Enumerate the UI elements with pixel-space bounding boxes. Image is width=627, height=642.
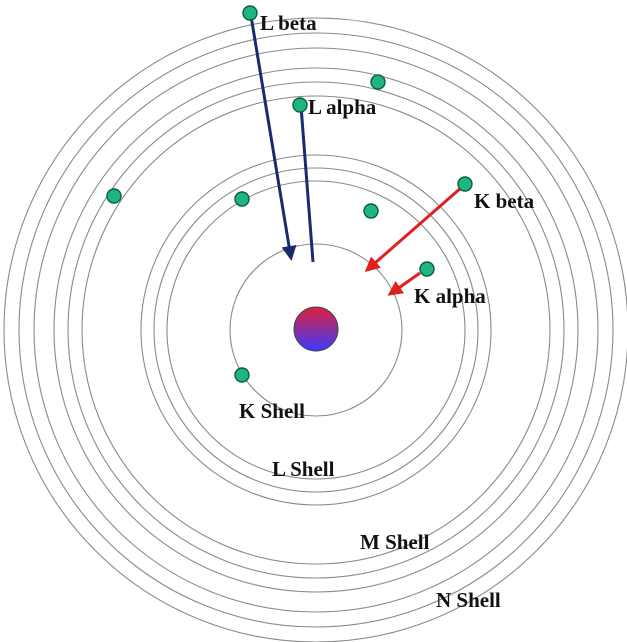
electron-m-shell-right	[457, 176, 473, 192]
l-shell-label: L Shell	[272, 457, 335, 481]
l-shell-ring-inner	[166, 180, 466, 480]
electron-m-shell-top-right	[370, 74, 386, 90]
l-shell-ring-middle	[153, 167, 479, 493]
n-shell-ring-middle	[18, 32, 614, 628]
electron-l-shell-top-right	[363, 203, 379, 219]
electron-k-shell	[234, 367, 250, 383]
electron-m-shell-top	[292, 97, 308, 113]
electron-n-shell-left	[106, 188, 122, 204]
k-alpha-arrow	[387, 271, 421, 296]
electron-l-shell-left	[234, 191, 250, 207]
l-alpha-arrow	[299, 105, 315, 263]
n-shell-label: N Shell	[436, 588, 501, 612]
k-shell-label: K Shell	[239, 399, 305, 423]
l-beta-arrow	[249, 15, 297, 261]
nucleus	[293, 306, 339, 352]
m-shell-ring-middle	[67, 81, 565, 579]
l-alpha-label: L alpha	[308, 95, 377, 119]
k-shell-ring	[229, 243, 403, 417]
k-beta-arrow	[364, 185, 463, 272]
electron-l-shell-right	[419, 261, 435, 277]
m-shell-label: M Shell	[360, 530, 430, 554]
n-shell-ring-outer	[3, 17, 627, 642]
k-beta-label: K beta	[474, 189, 535, 213]
m-shell-ring-inner	[81, 95, 551, 565]
l-shell-ring-outer	[140, 154, 492, 506]
l-beta-label: L beta	[260, 11, 317, 35]
n-shell-ring-inner	[33, 47, 599, 613]
electron-n-shell-top	[242, 5, 258, 21]
k-alpha-label: K alpha	[414, 284, 486, 308]
m-shell-ring-outer	[53, 67, 579, 593]
